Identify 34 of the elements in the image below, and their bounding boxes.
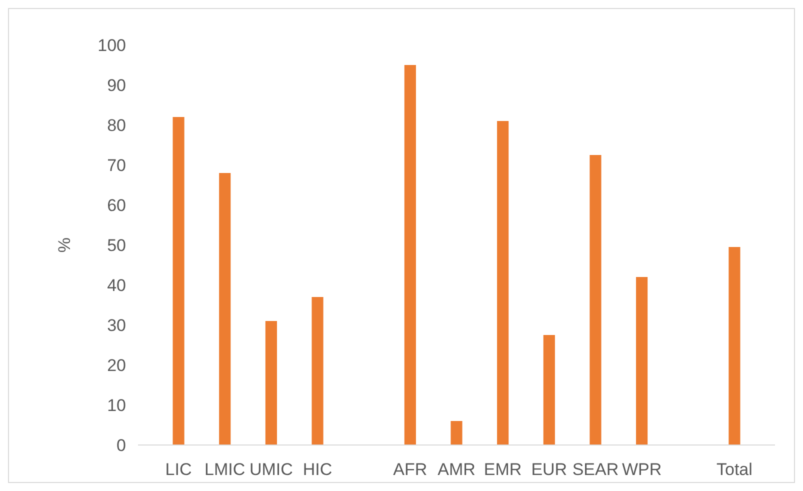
x-tick-label: SEAR bbox=[572, 460, 619, 479]
bar bbox=[219, 173, 231, 445]
bar bbox=[728, 247, 740, 445]
y-tick-label: 40 bbox=[107, 276, 126, 295]
bar bbox=[590, 155, 602, 445]
x-tick-label: LMIC bbox=[204, 460, 246, 479]
y-axis-title: % bbox=[55, 237, 74, 253]
x-tick-label: EMR bbox=[484, 460, 522, 479]
bar bbox=[404, 65, 416, 445]
bar bbox=[636, 277, 648, 445]
y-tick-label: 30 bbox=[107, 316, 126, 335]
y-tick-label: 70 bbox=[107, 156, 126, 175]
x-tick-label: EUR bbox=[531, 460, 568, 479]
x-tick-label: AMR bbox=[438, 460, 476, 479]
y-tick-label: 90 bbox=[107, 76, 126, 95]
x-tick-label: UMIC bbox=[249, 460, 293, 479]
bar bbox=[450, 421, 462, 445]
x-tick-label: WPR bbox=[622, 460, 662, 479]
x-tick-label: AFR bbox=[393, 460, 428, 479]
x-tick-label: Total bbox=[716, 460, 752, 479]
y-tick-label: 100 bbox=[98, 36, 126, 55]
y-tick-label: 10 bbox=[107, 396, 126, 415]
x-tick-label: LIC bbox=[165, 460, 192, 479]
x-tick-label: HIC bbox=[302, 460, 332, 479]
y-tick-label: 20 bbox=[107, 356, 126, 375]
bar bbox=[497, 121, 509, 445]
y-tick-label: 0 bbox=[116, 436, 126, 455]
bar bbox=[265, 321, 277, 445]
bar bbox=[172, 117, 184, 445]
y-tick-label: 50 bbox=[107, 236, 126, 255]
y-tick-label: 60 bbox=[107, 196, 126, 215]
bar bbox=[312, 297, 324, 445]
y-tick-label: 80 bbox=[107, 116, 126, 135]
bar bbox=[543, 335, 555, 445]
